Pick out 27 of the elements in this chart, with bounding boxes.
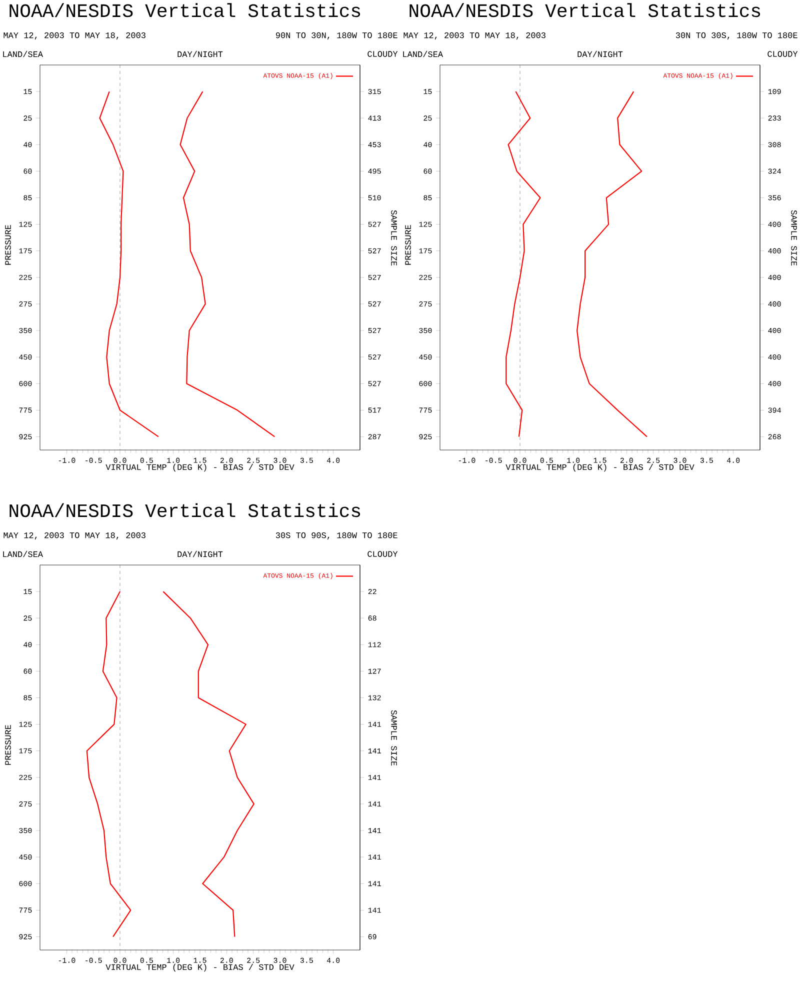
x-axis-title: VIRTUAL TEMP (DEG K) - BIAS / STD DEV <box>106 464 294 472</box>
y-axis-title: PRESSURE <box>5 725 11 765</box>
y-axis-title: PRESSURE <box>405 225 411 265</box>
text: 30N TO 30S, 180W TO 180E <box>676 32 798 40</box>
y2-axis-title: SAMPLE SIZE <box>391 210 397 266</box>
chart-subtitle: MAY 12, 2003 TO MAY 18, 2003 <box>404 32 546 40</box>
text: 90N TO 30N, 180W TO 180E <box>276 32 398 40</box>
chart-title: NOAA/NESDIS Vertical Statistics <box>10 3 360 18</box>
text: DAY/NIGHT <box>178 550 223 558</box>
x-axis-title: VIRTUAL TEMP (DEG K) - BIAS / STD DEV <box>506 464 694 472</box>
text: DAY/NIGHT <box>178 50 223 58</box>
x-axis-title: VIRTUAL TEMP (DEG K) - BIAS / STD DEV <box>106 964 294 972</box>
y2-axis-title: SAMPLE SIZE <box>791 210 797 266</box>
y-axis-title: PRESSURE <box>5 225 11 265</box>
chart-title: NOAA/NESDIS Vertical Statistics <box>10 503 360 518</box>
chart-subtitle: MAY 12, 2003 TO MAY 18, 2003 <box>4 32 146 40</box>
chart-subtitle: MAY 12, 2003 TO MAY 18, 2003 <box>4 532 146 540</box>
text: LAND/SEA <box>403 50 444 58</box>
text: DAY/NIGHT <box>578 50 623 58</box>
text: CLOUDY <box>368 551 398 557</box>
chart-title: NOAA/NESDIS Vertical Statistics <box>410 3 760 18</box>
text: LAND/SEA <box>3 550 43 558</box>
y2-axis-title: SAMPLE SIZE <box>391 710 397 766</box>
text: CLOUDY <box>368 51 398 57</box>
text: CLOUDY <box>768 51 798 57</box>
text: LAND/SEA <box>3 50 43 58</box>
text: 30S TO 90S, 180W TO 180E <box>276 532 398 540</box>
